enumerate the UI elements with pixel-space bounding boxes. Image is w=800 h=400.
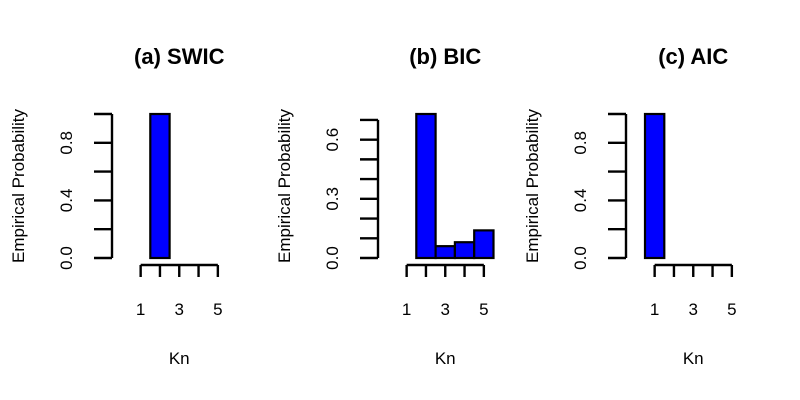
x-axis-label: Kn [435, 349, 456, 368]
chart-title: (b) BIC [409, 44, 481, 69]
x-tick-label: 5 [479, 300, 488, 319]
bar-1 [643, 112, 666, 260]
bar-2 [415, 112, 437, 260]
y-tick-label: 0.8 [571, 131, 590, 155]
x-tick-label: 3 [441, 300, 450, 319]
chart-panel-2: (b) BIC 0.0 0.3 0.6 Empirical Probability 1 3 5… [275, 44, 495, 368]
chart-panel-1: (a) SWIC 0.0 0.4 0.8 Empirical Probability 1 3… [9, 44, 225, 368]
x-tick-label: 3 [175, 300, 184, 319]
chart-title: (a) SWIC [134, 44, 225, 69]
x-tick-label: 1 [650, 300, 659, 319]
x-tick-label: 5 [213, 300, 222, 319]
bar-2 [149, 112, 171, 260]
y-tick-label: 0.8 [57, 131, 76, 155]
bar-3 [434, 245, 457, 260]
y-tick-label: 0.0 [571, 246, 590, 270]
x-tick-label: 5 [727, 300, 736, 319]
y-tick-label: 0.4 [57, 189, 76, 213]
y-tick-label: 0.0 [323, 246, 342, 270]
y-tick-label: 0.6 [323, 128, 342, 152]
chart-panel-3: (c) AIC 0.0 0.4 0.8 Empirical Probability 1 3 5… [523, 44, 737, 368]
x-tick-label: 3 [689, 300, 698, 319]
y-axis-label: Empirical Probability [275, 109, 294, 263]
y-axis-label: Empirical Probability [523, 109, 542, 263]
y-axis-label: Empirical Probability [9, 109, 28, 263]
x-tick-label: 1 [402, 300, 411, 319]
y-tick-label: 0.0 [57, 246, 76, 270]
x-axis-label: Kn [683, 349, 704, 368]
bar-4 [453, 241, 476, 260]
x-tick-label: 1 [136, 300, 145, 319]
y-tick-label: 0.4 [571, 189, 590, 213]
bar-5 [473, 229, 495, 260]
chart-title: (c) AIC [658, 44, 728, 69]
y-tick-label: 0.3 [323, 187, 342, 211]
x-axis-label: Kn [169, 349, 190, 368]
